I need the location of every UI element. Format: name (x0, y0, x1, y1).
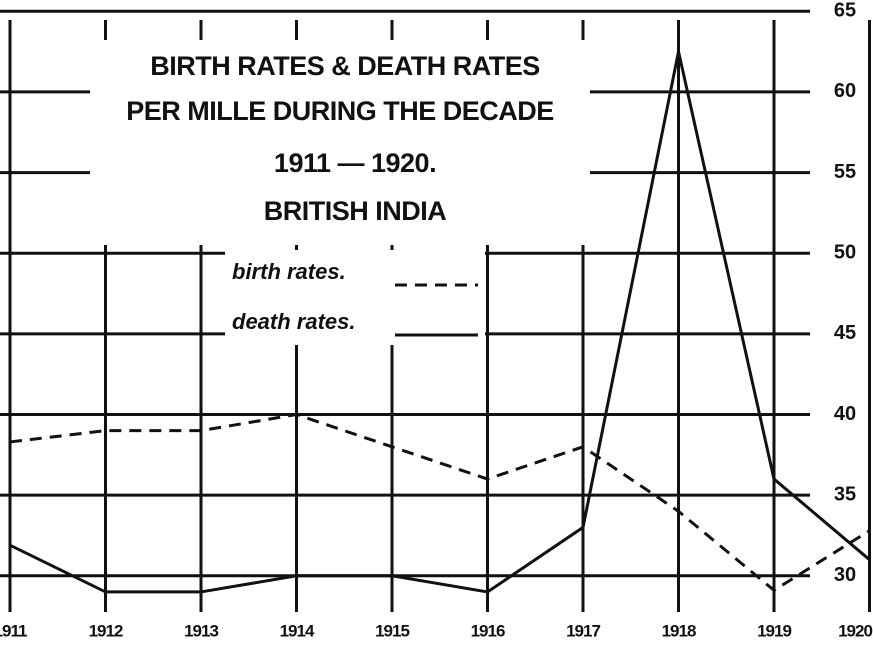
chart-title: PER MILLE DURING THE DECADE (126, 96, 554, 126)
x-tick-label: 1920 (838, 621, 872, 640)
x-tick-label: 1918 (662, 621, 696, 640)
legend-label: birth rates. (232, 259, 346, 284)
data-line (9, 412, 871, 593)
y-tick-label: 60 (834, 80, 856, 102)
y-tick-label: 35 (834, 483, 856, 505)
y-tick-label: 30 (834, 564, 856, 586)
data-line (9, 51, 871, 594)
x-tick-label: 1916 (471, 621, 505, 640)
x-tick-label: 1912 (89, 621, 123, 640)
legend-background (225, 250, 485, 345)
x-tick-label: 1917 (566, 621, 600, 640)
title-background (90, 40, 590, 245)
x-tick-label: 1914 (280, 621, 315, 640)
y-tick-label: 40 (834, 403, 856, 425)
y-tick-label: 65 (834, 0, 856, 22)
x-tick-label: 1919 (757, 621, 791, 640)
chart-title: BIRTH RATES & DEATH RATES (150, 51, 540, 81)
chart-title: BRITISH INDIA (264, 196, 447, 226)
y-tick-label: 50 (834, 242, 856, 264)
x-tick-label: 1915 (375, 621, 409, 640)
y-tick-label: 45 (834, 322, 856, 344)
y-tick-label: 55 (834, 161, 856, 183)
chart-title: 1911 — 1920. (274, 148, 436, 178)
x-tick-label: 1913 (184, 621, 218, 640)
legend-label: death rates. (232, 309, 356, 334)
x-tick-label: 1911 (0, 621, 27, 640)
